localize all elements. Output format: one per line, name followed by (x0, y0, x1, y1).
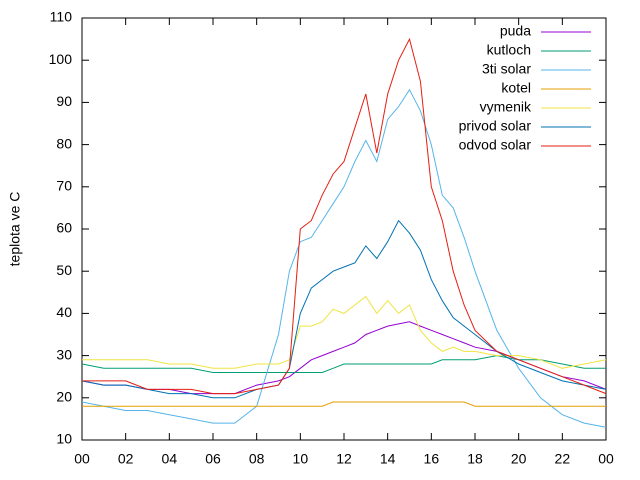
x-tick-label: 16 (424, 451, 440, 467)
y-tick-label: 80 (56, 135, 72, 151)
y-tick-label: 70 (56, 178, 72, 194)
x-tick-label: 14 (380, 451, 396, 467)
legend-label: odvod solar (459, 137, 532, 153)
y-tick-label: 90 (56, 93, 72, 109)
series-line (81, 321, 607, 395)
legend-label: kotel (501, 80, 531, 96)
legend-label: privod solar (459, 118, 532, 134)
series-line (81, 88, 607, 428)
x-tick-label: 10 (293, 451, 309, 467)
y-tick-label: 10 (56, 431, 72, 447)
legend-label: kutloch (487, 42, 531, 58)
y-tick-label: 110 (50, 9, 73, 25)
legend-label: vymenik (480, 99, 532, 115)
x-tick-label: 18 (467, 451, 483, 467)
legend-label: 3ti solar (482, 61, 531, 77)
y-tick-label: 100 (49, 51, 73, 67)
x-tick-label: 04 (162, 451, 178, 467)
y-tick-label: 20 (56, 389, 72, 405)
y-tick-label: 40 (56, 304, 72, 320)
series-line (82, 37, 607, 395)
x-tick-label: 02 (118, 451, 134, 467)
series-line (81, 355, 606, 373)
plot-border (81, 17, 607, 441)
x-tick-label: 00 (598, 451, 614, 467)
x-tick-label: 00 (74, 451, 90, 467)
series-line (82, 295, 607, 369)
x-tick-label: 06 (205, 451, 221, 467)
x-tick-label: 08 (249, 451, 265, 467)
y-tick-label: 60 (56, 220, 72, 236)
x-tick-label: 22 (555, 451, 571, 467)
y-tick-label: 50 (56, 262, 72, 278)
y-tick-label: 30 (56, 346, 72, 362)
x-tick-label: 12 (336, 451, 352, 467)
x-tick-label: 20 (511, 451, 527, 467)
y-axis-label: teplota ve C (7, 192, 23, 267)
series-line (81, 219, 607, 399)
series-line (82, 401, 606, 407)
legend-label: puda (500, 23, 531, 39)
